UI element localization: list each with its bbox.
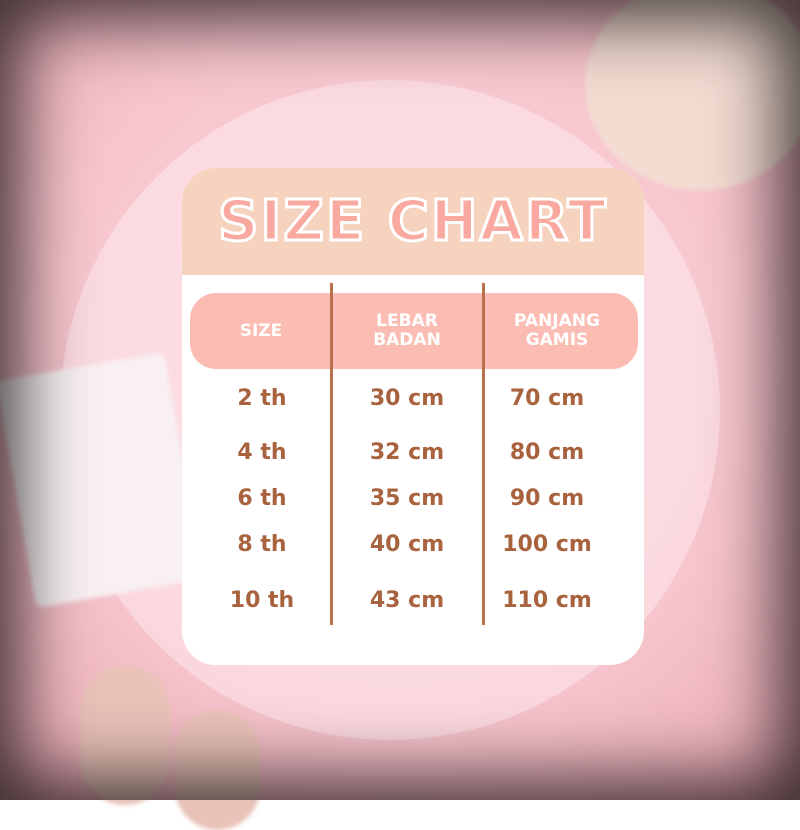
cell-panjang-gamis: 70 cm <box>487 386 607 411</box>
header-lebar-badan: LEBAR BADAN <box>332 293 482 369</box>
cell-size: 10 th <box>202 588 322 613</box>
cell-size: 4 th <box>202 440 322 465</box>
size-chart-card: SIZE CHART SIZE LEBAR BADAN PANJANG GAMI… <box>182 168 644 665</box>
shoe-image <box>175 710 260 830</box>
column-divider <box>482 283 485 625</box>
cell-lebar-badan: 43 cm <box>347 588 467 613</box>
column-divider <box>330 283 333 625</box>
cell-size: 2 th <box>202 386 322 411</box>
shoe-image <box>80 665 170 805</box>
cell-panjang-gamis: 80 cm <box>487 440 607 465</box>
cell-panjang-gamis: 110 cm <box>487 588 607 613</box>
table-header: SIZE LEBAR BADAN PANJANG GAMIS <box>190 293 638 369</box>
cell-size: 8 th <box>202 532 322 557</box>
cell-lebar-badan: 40 cm <box>347 532 467 557</box>
title-band: SIZE CHART <box>182 168 644 275</box>
cell-lebar-badan: 30 cm <box>347 386 467 411</box>
cell-size: 6 th <box>202 486 322 511</box>
chart-title: SIZE CHART <box>218 189 608 254</box>
header-panjang-gamis: PANJANG GAMIS <box>482 293 632 369</box>
cell-panjang-gamis: 100 cm <box>487 532 607 557</box>
cell-lebar-badan: 32 cm <box>347 440 467 465</box>
cell-panjang-gamis: 90 cm <box>487 486 607 511</box>
cell-lebar-badan: 35 cm <box>347 486 467 511</box>
header-size: SIZE <box>190 293 332 369</box>
